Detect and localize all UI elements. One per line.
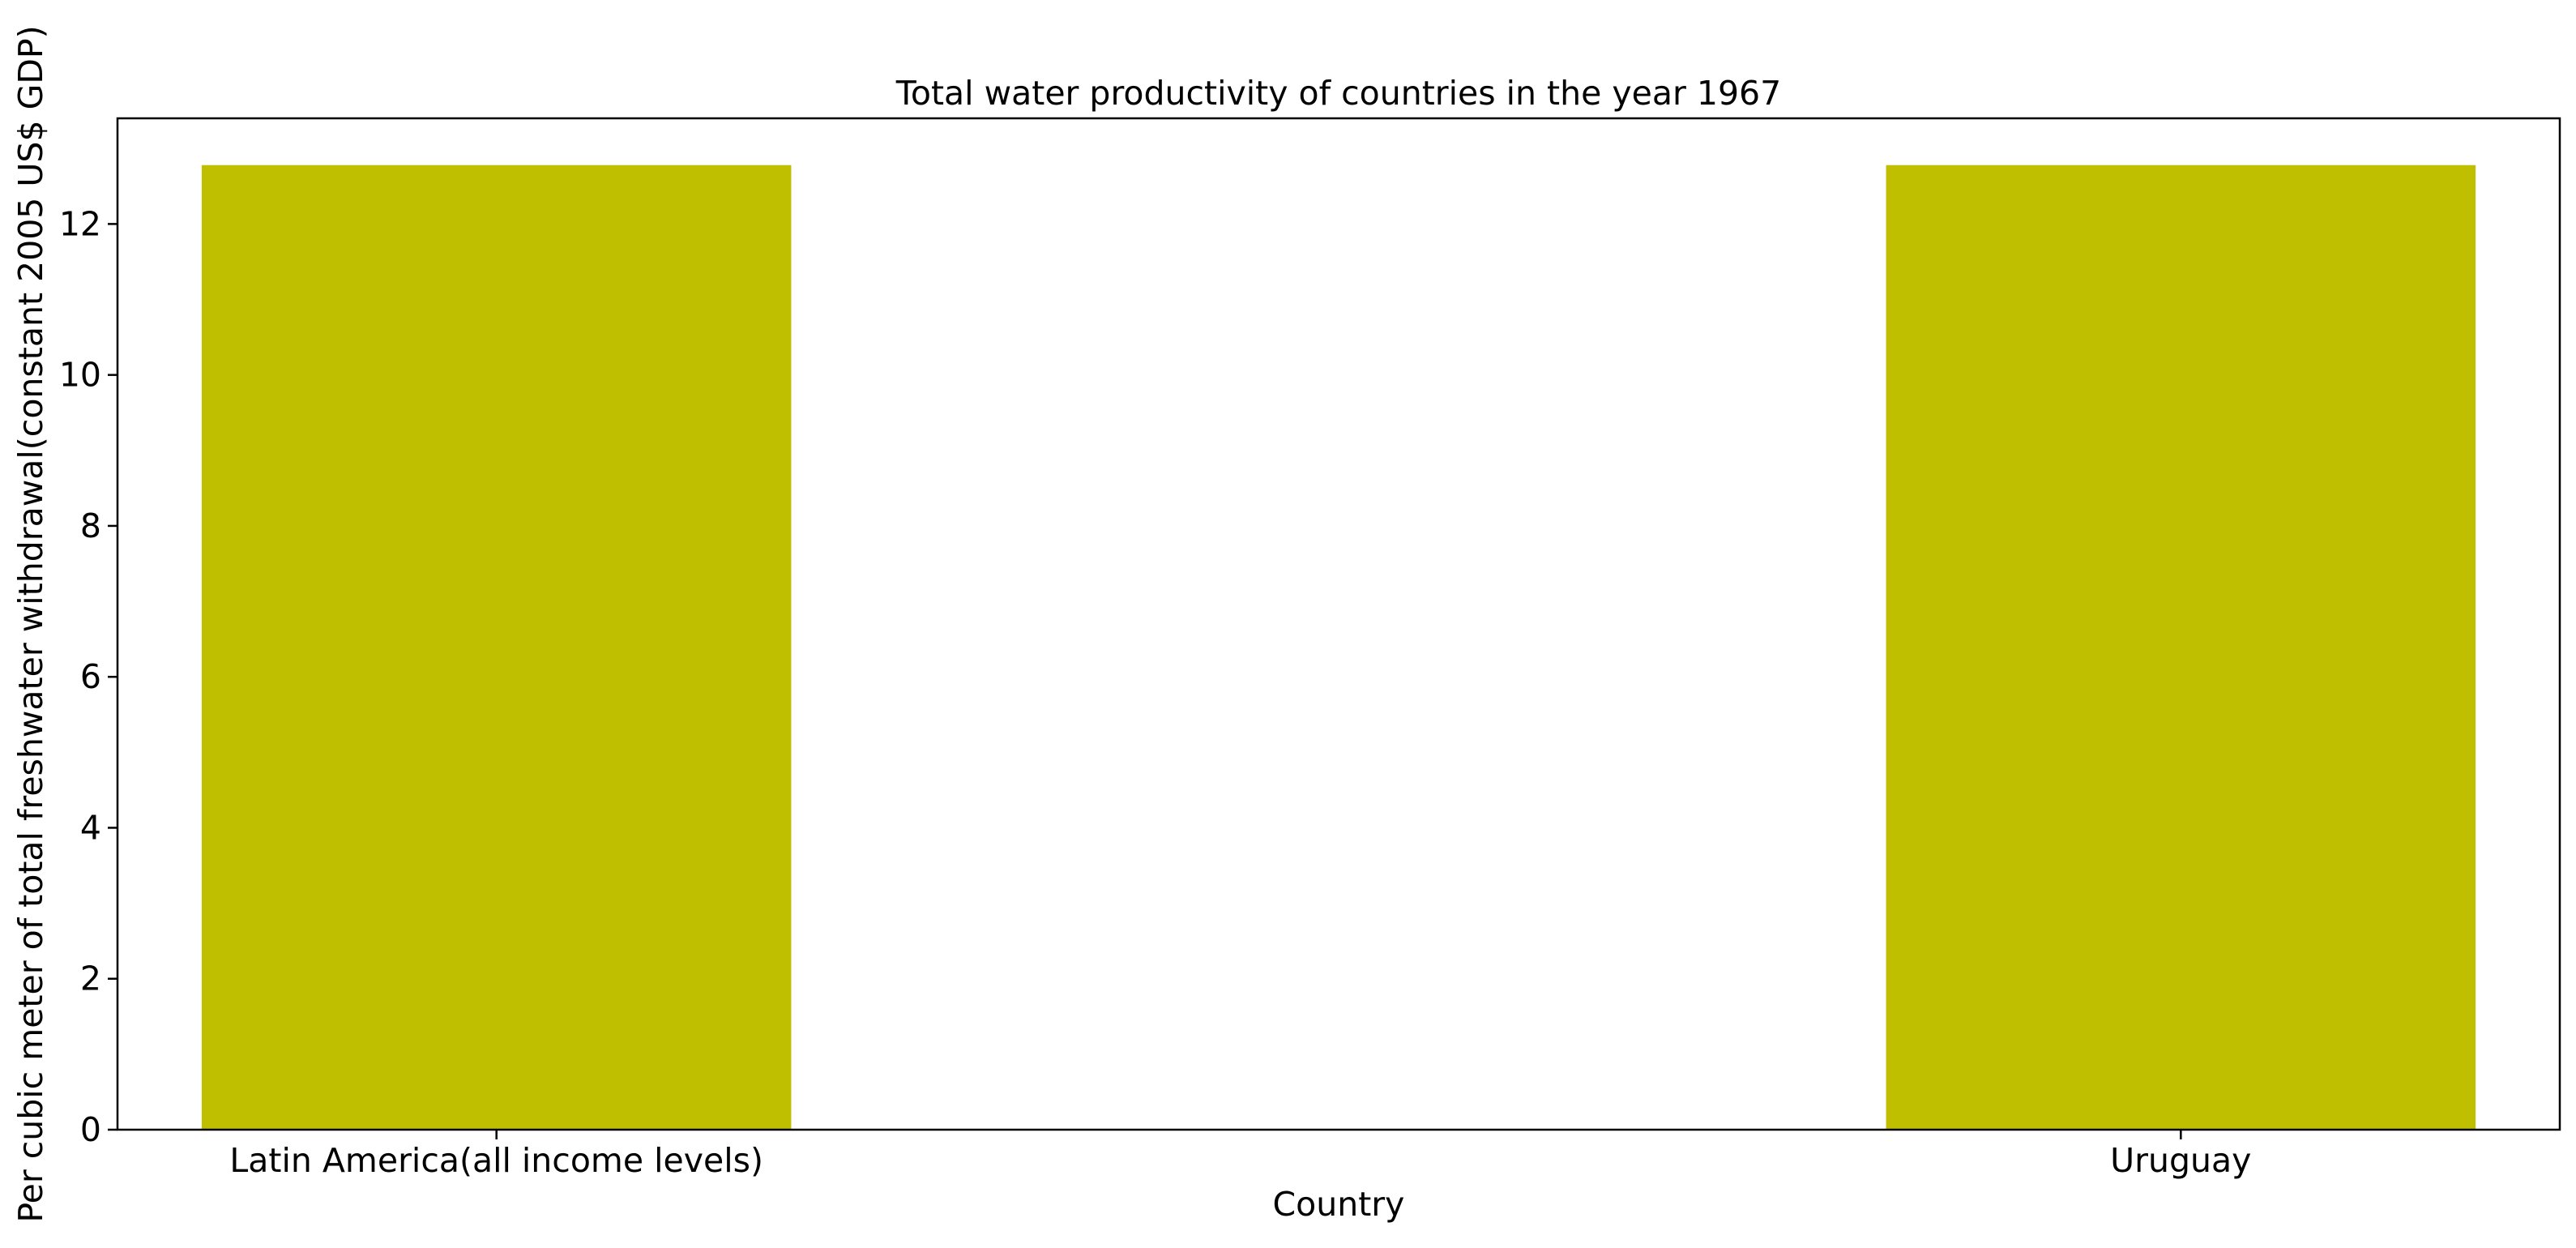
x-tick-label-0: Latin America(all income levels) xyxy=(229,1141,763,1180)
bar-0 xyxy=(201,165,792,1130)
bar-1 xyxy=(1886,165,2476,1130)
y-tick-label-0: 0 xyxy=(80,1110,101,1149)
y-tick-label-1: 2 xyxy=(80,960,101,998)
y-tick-label-3: 6 xyxy=(80,657,101,696)
y-axis-label: Per cubic meter of total freshwater with… xyxy=(11,25,50,1222)
y-tick-label-5: 10 xyxy=(59,356,101,395)
chart-title: Total water productivity of countries in… xyxy=(895,74,1781,113)
x-axis-label: Country xyxy=(1273,1185,1405,1224)
plot-frame xyxy=(116,117,2561,1131)
y-tick-label-4: 8 xyxy=(80,506,101,545)
bars-group xyxy=(201,165,2476,1130)
x-tick-label-1: Uruguay xyxy=(2110,1141,2251,1180)
x-axis-ticks: Latin America(all income levels) Uruguay xyxy=(229,1130,2251,1180)
y-tick-label-6: 12 xyxy=(59,204,101,243)
y-tick-label-2: 4 xyxy=(80,808,101,847)
y-axis-ticks: 0 2 4 6 8 10 12 xyxy=(59,204,117,1149)
